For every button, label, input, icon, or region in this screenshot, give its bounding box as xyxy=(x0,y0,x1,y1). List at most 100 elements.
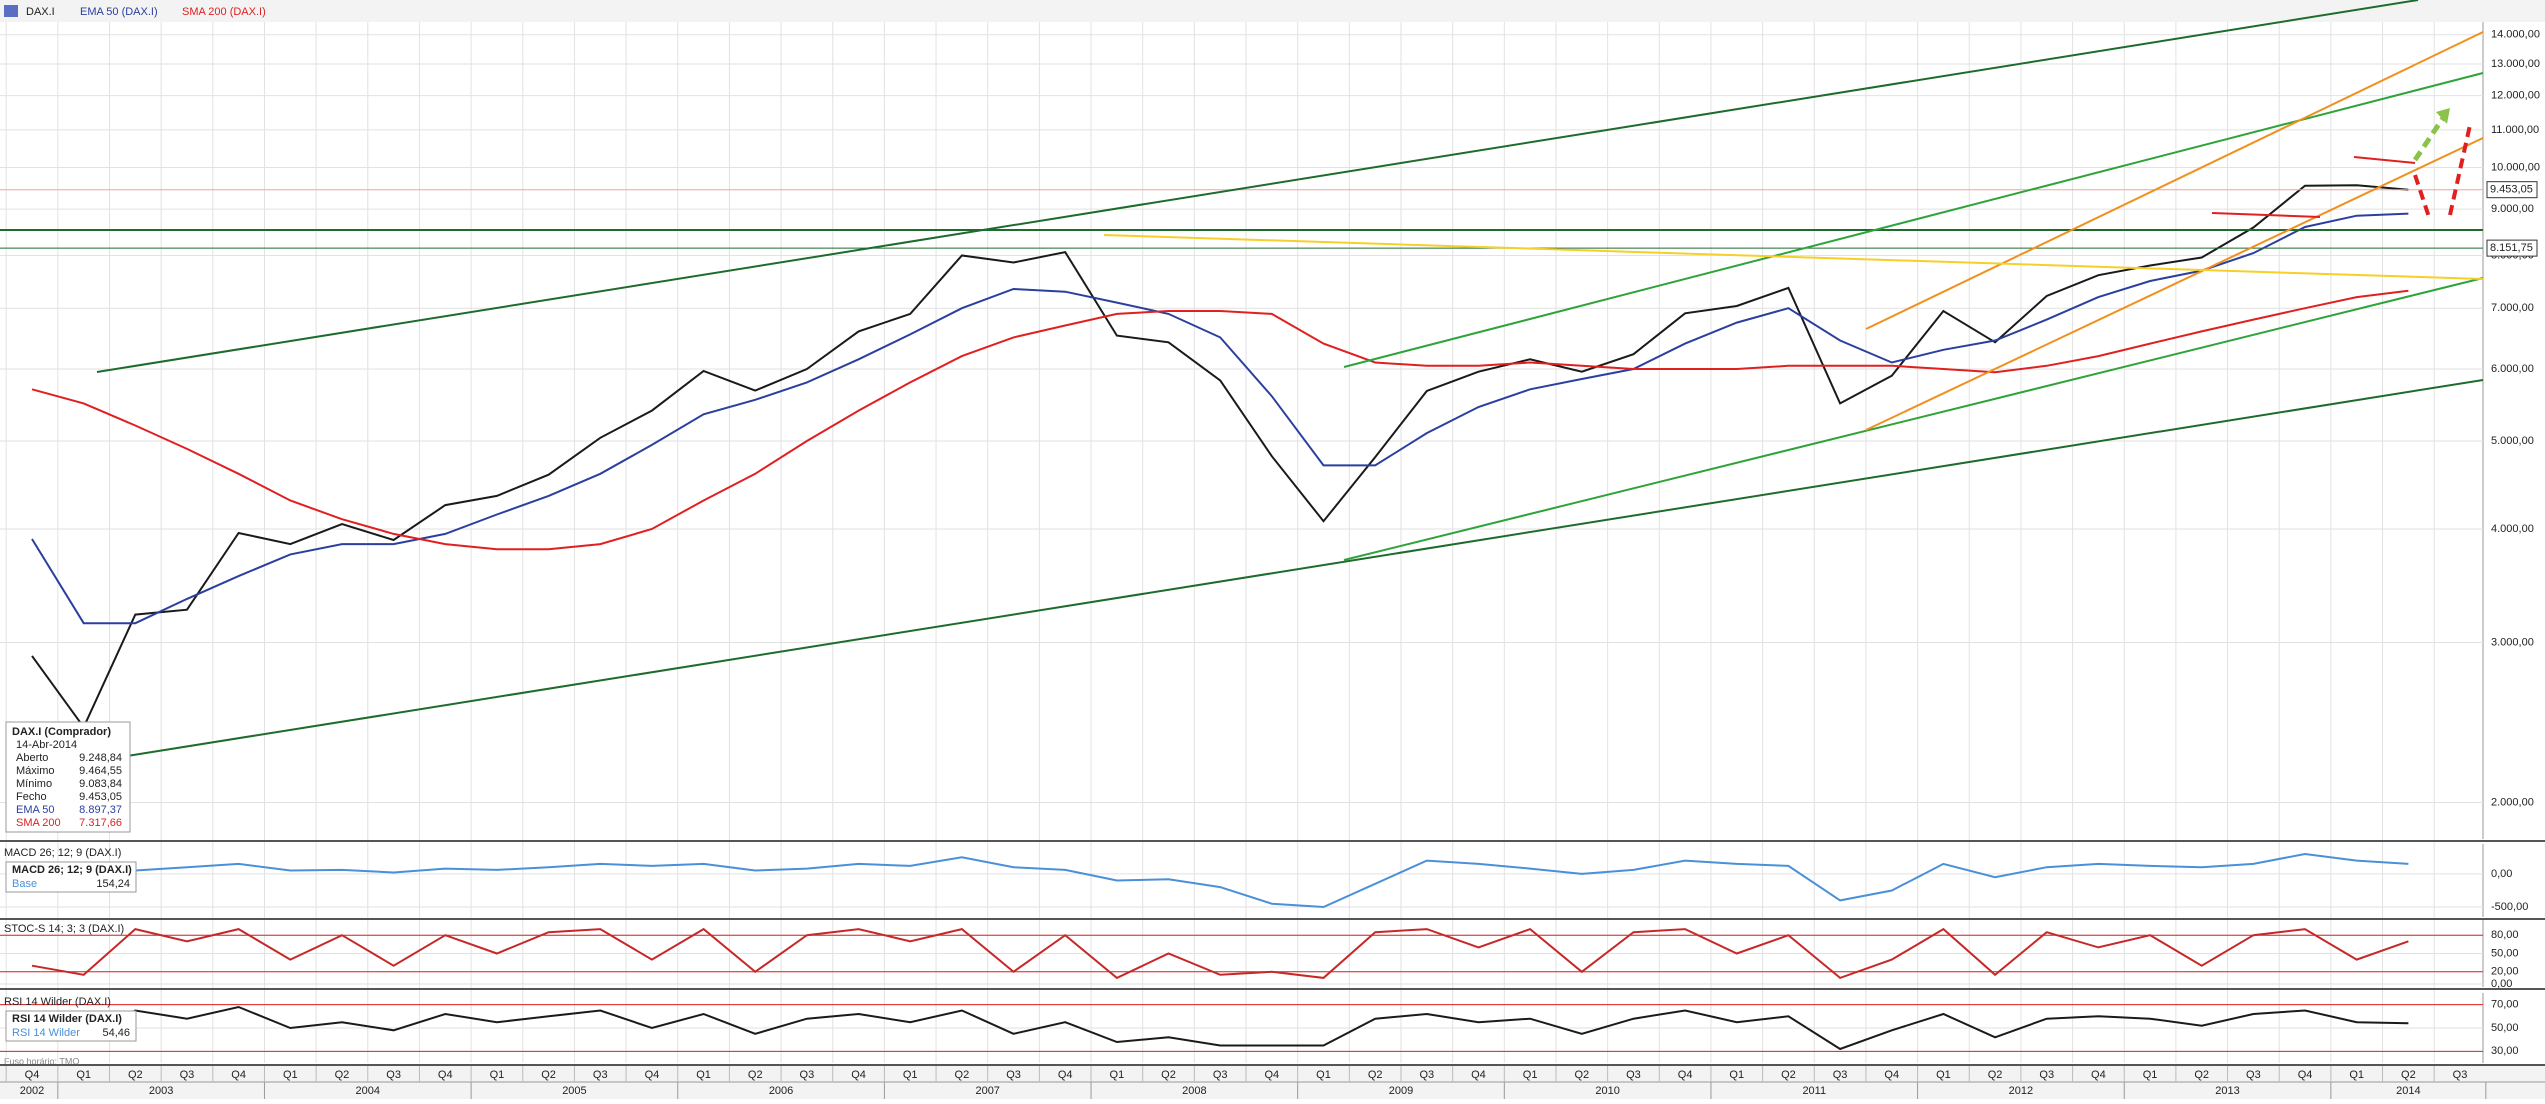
trend-lines xyxy=(0,0,2484,757)
arrow-head xyxy=(2436,108,2450,124)
y-tick-label: 6.000,00 xyxy=(2491,363,2534,375)
year-label: 2010 xyxy=(1595,1085,1619,1097)
y-tick-label: 2.000,00 xyxy=(2491,796,2534,808)
year-label: 2011 xyxy=(1802,1085,1826,1097)
series-line xyxy=(31,927,2409,980)
y-tick-label: 5.000,00 xyxy=(2491,435,2534,447)
y-tick-label: 3.000,00 xyxy=(2491,636,2534,648)
footer: Fuso horário: TMO xyxy=(4,1056,79,1066)
x-tick-label: Q2 xyxy=(1988,1069,2003,1081)
y-tick-label: 30,00 xyxy=(2491,1045,2519,1057)
x-tick-label: Q2 xyxy=(748,1069,763,1081)
info-label: Mínimo xyxy=(16,778,52,790)
legend-title: RSI 14 Wilder (DAX.I) xyxy=(12,1013,122,1025)
x-tick-label: Q2 xyxy=(2401,1069,2416,1081)
symbol-icon xyxy=(4,5,18,17)
y-tick-label: 9.000,00 xyxy=(2491,203,2534,215)
info-value: 9.083,84 xyxy=(79,778,122,790)
year-label: 2006 xyxy=(769,1085,793,1097)
x-tick-label: Q1 xyxy=(2349,1069,2364,1081)
x-tick-label: Q2 xyxy=(335,1069,350,1081)
x-tick-label: Q1 xyxy=(1729,1069,1744,1081)
y-tick-label: 70,00 xyxy=(2491,999,2519,1011)
x-tick-label: Q3 xyxy=(180,1069,195,1081)
year-label: 2003 xyxy=(149,1085,173,1097)
ema-label[interactable]: EMA 50 (DAX.I) xyxy=(80,6,158,18)
x-tick-label: Q1 xyxy=(1936,1069,1951,1081)
x-tick-label: Q4 xyxy=(1058,1069,1073,1081)
trend-line xyxy=(2353,156,2416,164)
x-tick-label: Q2 xyxy=(1781,1069,1796,1081)
x-tick-label: Q4 xyxy=(1471,1069,1486,1081)
year-label: 2014 xyxy=(2396,1085,2420,1097)
x-tick-label: Q4 xyxy=(1884,1069,1899,1081)
series-line xyxy=(31,212,2409,625)
info-label: Aberto xyxy=(16,752,48,764)
x-tick-label: Q1 xyxy=(696,1069,711,1081)
x-tick-label: Q1 xyxy=(2143,1069,2158,1081)
year-label: 2009 xyxy=(1389,1085,1413,1097)
year-label: 2004 xyxy=(356,1085,380,1097)
trend-line xyxy=(2211,212,2321,218)
info-date: 14-Abr-2014 xyxy=(16,739,77,751)
arrow xyxy=(2413,174,2432,221)
y-tick-label: 11.000,00 xyxy=(2491,124,2539,136)
panel-title: STOC-S 14; 3; 3 (DAX.I) xyxy=(4,923,124,935)
price-tag xyxy=(2486,239,2538,257)
x-tick-label: Q4 xyxy=(645,1069,660,1081)
trend-line xyxy=(1343,277,2484,561)
panel-title: RSI 14 Wilder (DAX.I) xyxy=(4,996,111,1008)
series-line xyxy=(31,852,2409,909)
info-label: Máximo xyxy=(16,765,55,777)
symbol-label[interactable]: DAX.I xyxy=(26,6,55,18)
sma-label[interactable]: SMA 200 (DAX.I) xyxy=(182,6,266,18)
x-tick-label: Q1 xyxy=(76,1069,91,1081)
y-tick-label: -500,00 xyxy=(2491,901,2528,913)
legend-box xyxy=(5,861,137,893)
x-tick-label: Q4 xyxy=(851,1069,866,1081)
legend-label: RSI 14 Wilder xyxy=(12,1027,80,1039)
price-tag-label: 8.151,75 xyxy=(2490,242,2533,254)
x-tick-label: Q3 xyxy=(1419,1069,1434,1081)
y-tick-label: 0,00 xyxy=(2491,978,2512,990)
info-value: 8.897,37 xyxy=(79,804,122,816)
year-label: 2002 xyxy=(20,1085,44,1097)
x-tick-label: Q1 xyxy=(1523,1069,1538,1081)
year-label: 2005 xyxy=(562,1085,586,1097)
y-tick-label: 10.000,00 xyxy=(2491,161,2540,173)
y-tick-label: 0,00 xyxy=(2491,868,2512,880)
price-tag-label: 9.453,05 xyxy=(2490,184,2533,196)
x-tick-label: Q3 xyxy=(800,1069,815,1081)
x-tick-label: Q3 xyxy=(2453,1069,2468,1081)
y-tick-label: 20,00 xyxy=(2491,966,2519,978)
price-tag xyxy=(2486,181,2538,199)
year-label: 2013 xyxy=(2215,1085,2239,1097)
info-label: Fecho xyxy=(16,791,47,803)
legend-label: Base xyxy=(12,878,37,890)
trend-line xyxy=(96,0,2419,373)
y-tick-label: 50,00 xyxy=(2491,1022,2519,1034)
x-tick-label: Q2 xyxy=(541,1069,556,1081)
x-tick-label: Q2 xyxy=(955,1069,970,1081)
trend-line xyxy=(1865,137,2484,431)
series-line xyxy=(31,1005,2409,1051)
y-tick-label: 50,00 xyxy=(2491,947,2519,959)
x-tick-label: Q3 xyxy=(2039,1069,2054,1081)
trend-line xyxy=(1865,31,2484,330)
y-tick-label: 13.000,00 xyxy=(2491,58,2540,70)
panel-title: MACD 26; 12; 9 (DAX.I) xyxy=(4,847,121,859)
x-tick-label: Q2 xyxy=(1161,1069,1176,1081)
arrow xyxy=(2448,124,2472,216)
legend-value: 154,24 xyxy=(96,878,130,890)
series-line xyxy=(31,184,2409,730)
x-tick-label: Q1 xyxy=(283,1069,298,1081)
trend-line xyxy=(1103,234,2484,280)
legend-title: MACD 26; 12; 9 (DAX.I) xyxy=(12,864,132,876)
x-tick-label: Q1 xyxy=(1110,1069,1125,1081)
trend-line xyxy=(1343,72,2484,368)
x-tick-label: Q2 xyxy=(1368,1069,1383,1081)
arrow xyxy=(2412,113,2448,162)
legend-box xyxy=(5,1010,137,1042)
